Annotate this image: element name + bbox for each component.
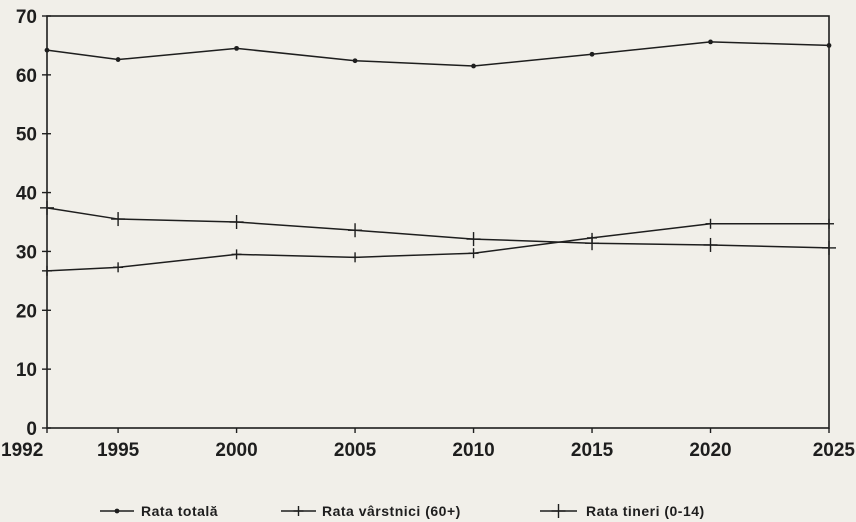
legend-label: Rata tineri (0-14) (586, 503, 705, 519)
series-1 (44, 39, 832, 69)
legend-item-1: Rata totală (100, 503, 218, 519)
x-tick-label: 1995 (97, 440, 140, 461)
y-tick-label: 60 (16, 66, 37, 87)
data-point (42, 265, 52, 276)
series-line (46, 207, 830, 249)
x-axis-ticks: 1992 1995 2000 2005 2010 2015 2020 2025 (1, 428, 855, 461)
y-tick-label: 50 (16, 125, 37, 146)
data-point (113, 262, 124, 273)
series-2 (42, 218, 834, 276)
data-point (551, 504, 566, 518)
x-tick-label: 2015 (571, 440, 614, 461)
data-point (115, 57, 121, 62)
legend-label: Rata totală (141, 503, 218, 519)
series-3 (40, 200, 836, 255)
x-tick-label: 2020 (689, 440, 731, 461)
data-point (234, 45, 239, 51)
y-tick-label: 0 (26, 419, 37, 440)
plot-frame (46, 15, 830, 429)
data-point (585, 236, 600, 251)
legend-label: Rata vârstnici (60+) (322, 503, 461, 519)
legend: Rata totală Rata vârstnici (60+) Rata tine… (100, 503, 705, 519)
data-point (44, 47, 50, 53)
y-tick-label: 10 (16, 360, 37, 381)
data-point (466, 232, 481, 247)
legend-item-2: Rata vârstnici (60+) (281, 503, 461, 519)
data-point (826, 43, 832, 48)
series-layer (40, 39, 836, 276)
data-point (824, 218, 834, 229)
series-line (46, 41, 830, 67)
legend-item-3: Rata tineri (0-14) (540, 503, 705, 519)
y-tick-label: 40 (16, 184, 37, 205)
x-tick-label: 1992 (1, 440, 43, 461)
data-point (352, 58, 358, 64)
data-point (293, 506, 304, 516)
data-point (468, 248, 479, 259)
axes (46, 15, 830, 429)
data-point (471, 63, 476, 69)
data-point (40, 200, 54, 215)
data-point (231, 249, 242, 260)
y-tick-label: 20 (16, 301, 37, 322)
x-tick-label: 2010 (452, 440, 494, 461)
y-tick-label: 70 (16, 7, 37, 28)
y-tick-label: 30 (16, 242, 37, 263)
data-point (822, 240, 836, 255)
y-axis-ticks: 0 10 20 30 40 50 60 70 (16, 7, 51, 440)
x-tick-label: 2025 (813, 440, 856, 461)
data-point (705, 218, 716, 229)
data-point (703, 237, 718, 252)
data-point (229, 215, 244, 229)
x-tick-label: 2000 (215, 440, 257, 461)
data-point (350, 252, 361, 263)
data-point (589, 51, 595, 57)
series-line (46, 223, 829, 272)
data-point (708, 39, 713, 45)
data-point (114, 508, 120, 514)
x-tick-label: 2005 (334, 440, 377, 461)
data-point (111, 212, 126, 227)
data-point (348, 223, 363, 238)
